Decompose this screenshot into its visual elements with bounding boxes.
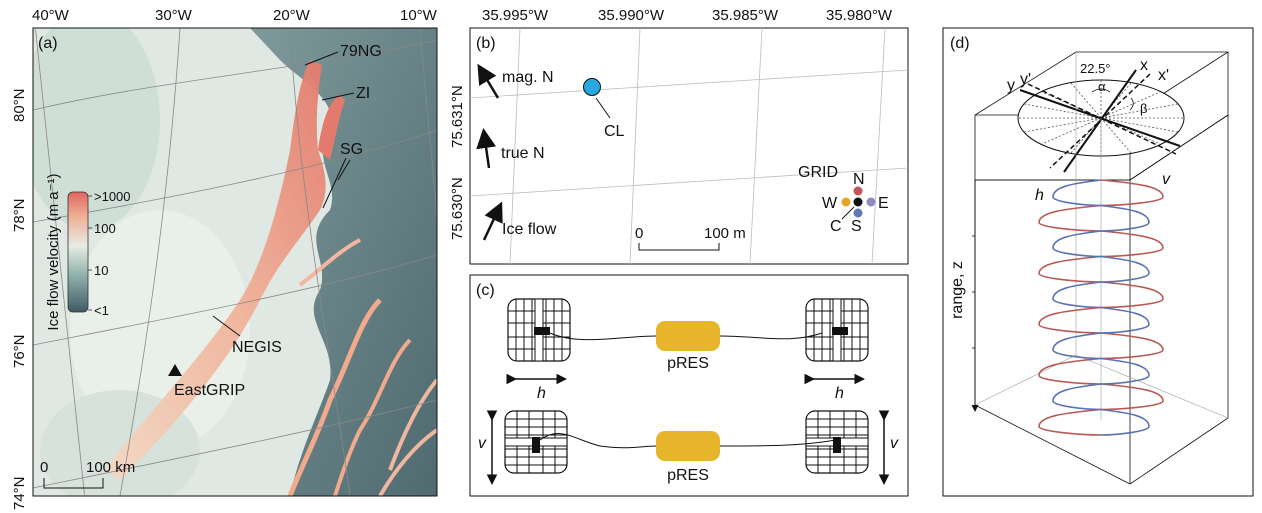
label-negis: NEGIS xyxy=(232,339,282,356)
pres-label-bottom: pRES xyxy=(667,467,709,484)
range-axis-label: range, z xyxy=(949,261,966,319)
scale-a-zero: 0 xyxy=(40,459,48,476)
scale-bar-b xyxy=(638,243,720,251)
label-sg: SG xyxy=(340,141,363,158)
antenna-h-left xyxy=(507,298,571,362)
grid-c-label: C xyxy=(830,218,842,235)
scale-b-end: 100 m xyxy=(704,225,746,242)
panel-a-map: (a) 40°W 30°W 20°W 10°W 80°N 78°N 76°N 7… xyxy=(11,7,438,510)
x-axis-label: x xyxy=(1140,57,1148,74)
grid-c-marker xyxy=(853,197,863,207)
grid-s-label: S xyxy=(851,218,862,235)
grid-s-marker xyxy=(853,208,863,218)
lat-tick-76n: 76°N xyxy=(11,334,28,368)
lat-tick-74n: 74°N xyxy=(11,476,28,510)
lon-tick-35990: 35.990°W xyxy=(598,7,665,24)
pres-device-bottom xyxy=(656,431,720,461)
panel-b-label: (b) xyxy=(476,35,496,52)
lon-tick-20w: 20°W xyxy=(273,7,311,24)
mag-north-label: mag. N xyxy=(502,69,554,86)
lon-tick-30w: 30°W xyxy=(155,7,193,24)
grid-w-label: W xyxy=(822,195,838,212)
alpha-label: α xyxy=(1098,79,1106,94)
cbar-tick-10: 10 xyxy=(94,263,108,278)
y-axis-label: y xyxy=(1007,77,1015,94)
lon-tick-35980: 35.980°W xyxy=(826,7,893,24)
panel-a-label: (a) xyxy=(38,35,58,52)
grid-n-label: N xyxy=(853,171,865,188)
scale-b-zero: 0 xyxy=(635,225,643,242)
scale-a-end: 100 km xyxy=(86,459,135,476)
grid-title: GRID xyxy=(798,164,838,181)
cbar-tick-100: 100 xyxy=(94,221,116,236)
lon-tick-35995: 35.995°W xyxy=(482,7,549,24)
panel-d-label: (d) xyxy=(950,35,970,52)
grid-w-marker xyxy=(841,197,851,207)
colorbar xyxy=(67,191,89,313)
y-prime-axis-label: y' xyxy=(1020,71,1031,88)
antenna-h-right xyxy=(805,298,869,362)
true-north-arrow-icon xyxy=(476,128,497,169)
lon-tick-35985: 35.985°W xyxy=(712,7,779,24)
panel-b-map: (b) 35.995°W 35.990°W 35.985°W 35.980°W … xyxy=(449,7,909,265)
cl-site-label: CL xyxy=(604,123,625,140)
lat-tick-75631: 75.631°N xyxy=(449,85,466,148)
lat-tick-78n: 78°N xyxy=(11,198,28,232)
mag-north-arrow-icon xyxy=(477,63,500,99)
true-north-label: true N xyxy=(501,145,545,162)
lat-tick-80n: 80°N xyxy=(11,88,28,122)
lon-tick-10w: 10°W xyxy=(400,7,438,24)
h-curve-label: h xyxy=(1035,187,1044,204)
scale-bar-a xyxy=(43,478,104,489)
x-prime-axis-line xyxy=(1049,73,1151,169)
label-79ng: 79NG xyxy=(340,43,382,60)
cbar-tick-1: <1 xyxy=(94,303,109,318)
y-axis-line xyxy=(1019,89,1181,147)
panel-d-diagram: (d) 22.5° α β x x' y y' xyxy=(942,27,1254,497)
v-label-right: v xyxy=(890,435,899,452)
v-label-left: v xyxy=(478,435,487,452)
antenna-v-left xyxy=(504,410,568,474)
colorbar-title: Ice flow velocity (m a⁻¹) xyxy=(45,173,62,330)
h-label-left: h xyxy=(537,385,546,402)
label-eastgrip: EastGRIP xyxy=(174,382,245,399)
cbar-tick-1000: >1000 xyxy=(94,189,131,204)
beta-label: β xyxy=(1140,101,1147,116)
h-label-right: h xyxy=(835,385,844,402)
grid-n-marker xyxy=(853,186,863,196)
lon-tick-40w: 40°W xyxy=(32,7,70,24)
cl-site-marker xyxy=(583,78,601,96)
antenna-v-right xyxy=(805,410,869,474)
panel-c-diagram: (c) pRES h xyxy=(469,274,909,497)
v-curve-label: v xyxy=(1162,171,1171,188)
x-prime-axis-label: x' xyxy=(1158,67,1169,84)
label-zi: ZI xyxy=(356,85,370,102)
lat-tick-75630: 75.630°N xyxy=(449,177,466,240)
eastgrip-marker-icon xyxy=(168,364,182,376)
grid-e-label: E xyxy=(878,195,889,212)
ice-flow-arrow-icon xyxy=(482,201,503,241)
ice-flow-label: Ice flow xyxy=(502,221,557,238)
pres-label-top: pRES xyxy=(667,355,709,372)
h-polarization-curve xyxy=(1052,179,1150,436)
grid-e-marker xyxy=(866,197,876,207)
panel-c-label: (c) xyxy=(476,282,495,299)
angle-label: 22.5° xyxy=(1080,61,1111,76)
pres-device-top xyxy=(656,321,720,351)
